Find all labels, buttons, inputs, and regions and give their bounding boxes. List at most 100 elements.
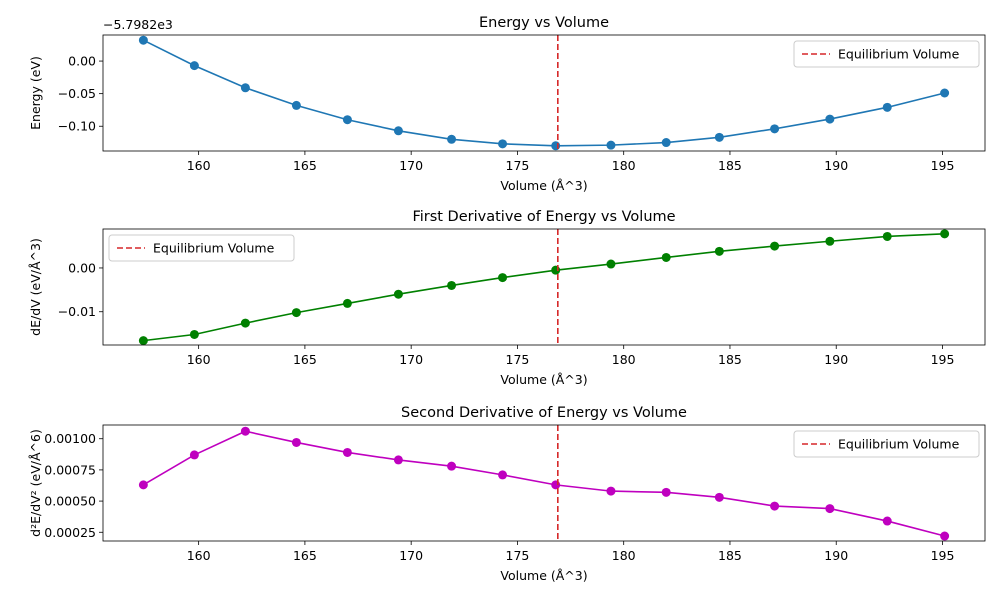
- x-tick-label: 175: [506, 158, 530, 173]
- data-point: [770, 501, 780, 511]
- x-tick-label: 190: [824, 548, 848, 563]
- data-point: [498, 139, 508, 149]
- data-point: [770, 124, 780, 134]
- y-axis-label: Energy (eV): [28, 56, 43, 130]
- x-tick-label: 195: [931, 158, 955, 173]
- x-tick-label: 160: [187, 352, 211, 367]
- x-tick-label: 185: [718, 158, 742, 173]
- data-point: [714, 492, 724, 502]
- data-point: [551, 265, 561, 275]
- data-point: [240, 426, 250, 436]
- data-point: [825, 504, 835, 514]
- y-axis-label: dE/dV (eV/Å^3): [28, 238, 43, 336]
- data-point: [393, 126, 403, 136]
- y-offset-text: −5.7982e3: [103, 17, 173, 32]
- series-line: [143, 233, 945, 342]
- data-point: [606, 140, 616, 150]
- axes-frame: [102, 34, 986, 152]
- data-point: [606, 259, 616, 269]
- data-point: [661, 138, 671, 148]
- legend-label: Equilibrium Volume: [838, 47, 960, 62]
- subplot-title: Second Derivative of Energy vs Volume: [401, 405, 687, 421]
- data-point: [138, 336, 148, 346]
- x-tick-label: 190: [824, 352, 848, 367]
- data-point: [447, 280, 457, 290]
- data-point: [447, 134, 457, 144]
- data-point: [498, 273, 508, 283]
- data-point: [882, 516, 892, 526]
- x-tick-label: 160: [187, 158, 211, 173]
- legend-label: Equilibrium Volume: [838, 437, 960, 452]
- x-axis-label: Volume (Å^3): [500, 178, 587, 193]
- legend: Equilibrium Volume: [793, 430, 980, 458]
- x-tick-label: 165: [293, 548, 317, 563]
- subplot-title: Energy vs Volume: [479, 15, 609, 31]
- data-point: [291, 308, 301, 318]
- legend-label: Equilibrium Volume: [153, 241, 275, 256]
- y-tick-label: −0.05: [58, 86, 96, 101]
- legend-box: [108, 234, 295, 262]
- legend-box: [793, 430, 980, 458]
- data-point: [342, 298, 352, 308]
- data-point: [291, 437, 301, 447]
- x-tick-label: 180: [612, 548, 636, 563]
- data-point: [940, 229, 950, 239]
- x-tick-label: 160: [187, 548, 211, 563]
- legend: Equilibrium Volume: [793, 40, 980, 68]
- data-point: [551, 480, 561, 490]
- data-point: [447, 461, 457, 471]
- y-tick-label: 0.00025: [44, 525, 96, 540]
- subplot-3: Second Derivative of Energy vs Volume 160…: [28, 405, 986, 583]
- data-point: [714, 132, 724, 142]
- x-tick-label: 165: [293, 158, 317, 173]
- y-tick-label: 0.00: [68, 54, 96, 69]
- x-tick-label: 190: [824, 158, 848, 173]
- subplot-1: Energy vs Volume 160 165 170 175 180 185 190 195…: [28, 15, 986, 193]
- y-tick-label: −0.01: [58, 304, 96, 319]
- data-point: [940, 531, 950, 541]
- legend-box: [793, 40, 980, 68]
- data-point: [661, 487, 671, 497]
- x-tick-label: 180: [612, 352, 636, 367]
- data-point: [770, 241, 780, 251]
- data-point: [825, 236, 835, 246]
- data-point: [138, 35, 148, 45]
- y-axis-label: d²E/dV² (eV/Å^6): [28, 429, 43, 537]
- data-point: [882, 231, 892, 241]
- series-line: [142, 430, 945, 537]
- subplot-2: First Derivative of Energy vs Volume 160 1…: [28, 209, 986, 387]
- y-tick-label: −0.10: [58, 119, 96, 134]
- data-point: [240, 83, 250, 93]
- y-tick-label: 0.00: [68, 260, 96, 275]
- data-point: [138, 480, 148, 490]
- data-point: [342, 115, 352, 125]
- x-tick-label: 175: [506, 352, 530, 367]
- axes-frame: [102, 424, 986, 542]
- x-tick-label: 195: [931, 548, 955, 563]
- data-point: [882, 102, 892, 112]
- x-tick-label: 170: [399, 158, 423, 173]
- axes-frame: [102, 228, 986, 346]
- data-point: [189, 329, 199, 339]
- data-point: [940, 88, 950, 98]
- y-tick-label: 0.00050: [44, 494, 96, 509]
- data-point: [551, 141, 561, 151]
- data-point: [393, 289, 403, 299]
- y-tick-label: 0.00100: [44, 431, 96, 446]
- data-point: [393, 455, 403, 465]
- x-tick-label: 165: [293, 352, 317, 367]
- data-point: [714, 246, 724, 256]
- x-tick-label: 175: [506, 548, 530, 563]
- data-point: [606, 486, 616, 496]
- data-point: [240, 318, 250, 328]
- data-point: [825, 114, 835, 124]
- data-point: [342, 447, 352, 457]
- series-line: [143, 39, 945, 147]
- data-point: [189, 61, 199, 71]
- x-tick-label: 180: [612, 158, 636, 173]
- data-point: [189, 450, 199, 460]
- x-tick-label: 170: [399, 548, 423, 563]
- x-tick-label: 185: [718, 352, 742, 367]
- data-point: [291, 100, 301, 110]
